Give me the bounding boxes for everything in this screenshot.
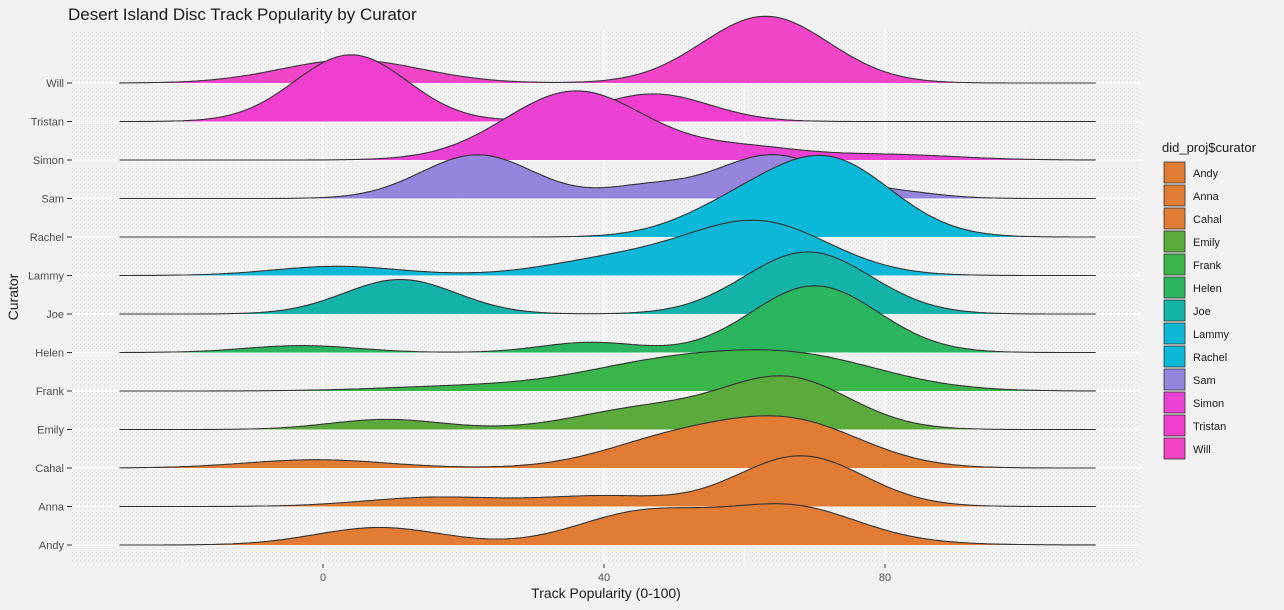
ridge-anna [119,455,1096,508]
legend-label: Joe [1193,306,1211,318]
y-tick-label: Rachel [30,232,64,244]
y-axis: Andy Anna Cahal Emily Frank Helen Joe Lammy Rach… [28,78,72,552]
legend-label: Helen [1193,283,1222,295]
ridge-outline [119,415,1096,469]
ridge-helen [119,285,1096,354]
ridge-lammy [119,219,1096,277]
ridge-outline [119,90,1096,161]
legend: did_proj$curator Andy Anna Cahal Emily Frank… [1162,140,1257,460]
y-tick-label: Andy [39,540,65,552]
legend-swatch [1163,322,1186,345]
legend-label: Simon [1193,398,1224,410]
legend-label: Anna [1193,191,1220,203]
ridge-simon [119,90,1096,161]
ridge-frank [119,349,1096,392]
ridge-fill [119,455,1096,507]
legend-swatch [1163,207,1186,230]
y-tick-label: Lammy [28,271,65,283]
legend-label: Sam [1193,375,1216,387]
ridge-outline [119,251,1096,315]
legend-swatch [1163,299,1186,322]
y-axis-title: Curator [5,273,21,320]
chart-title: Desert Island Disc Track Popularity by C… [68,5,417,24]
ridge-outline [119,219,1096,277]
legend-label: Will [1193,444,1211,456]
y-tick-label: Will [46,78,64,90]
ridge-outline [119,154,1096,238]
ridge-andy [119,503,1096,546]
ridge-outline [119,455,1096,508]
ridge-outline [119,285,1096,354]
ridge-outline [119,375,1096,431]
y-tick-label: Joe [46,309,64,321]
legend-swatch [1163,253,1186,276]
legend-title: did_proj$curator [1162,140,1257,155]
legend-swatch [1163,161,1186,184]
x-axis: 0 40 80 [320,564,891,584]
legend-label: Andy [1193,168,1219,180]
ridge-fill [119,220,1096,276]
legend-swatch [1163,184,1186,207]
y-tick-label: Frank [36,386,65,398]
legend-swatch [1163,437,1186,460]
ridges-group [119,15,1096,546]
x-tick-label: 0 [320,572,326,584]
ridge-emily [119,375,1096,431]
x-tick-label: 40 [598,572,610,584]
y-tick-label: Simon [33,155,64,167]
legend-swatch [1163,391,1186,414]
legend-swatch [1163,414,1186,437]
ridge-outline [119,503,1096,546]
ridge-outline [119,15,1096,84]
ridge-fill [119,155,1096,237]
legend-label: Emily [1193,237,1220,249]
legend-label: Tristan [1193,421,1226,433]
y-tick-label: Emily [37,425,64,437]
y-tick-label: Tristan [31,117,64,129]
legend-label: Lammy [1193,329,1230,341]
ridge-fill [119,375,1096,430]
ridge-fill [119,349,1096,391]
ridge-fill [119,503,1096,545]
legend-label: Cahal [1193,214,1222,226]
ridge-fill [119,415,1096,468]
legend-swatch [1163,368,1186,391]
ridge-cahal [119,415,1096,469]
y-tick-label: Cahal [35,463,64,475]
legend-swatch [1163,230,1186,253]
ridge-outline [119,154,1096,200]
ridge-fill [119,54,1096,122]
legend-swatch [1163,276,1186,299]
x-axis-title: Track Popularity (0-100) [531,585,681,601]
ridge-fill [119,285,1096,353]
legend-swatch [1163,345,1186,368]
y-tick-label: Sam [41,194,64,206]
y-tick-label: Helen [35,348,64,360]
legend-label: Rachel [1193,352,1227,364]
y-tick-label: Anna [38,502,65,514]
ridge-rachel [119,154,1096,238]
ridge-fill [119,90,1096,160]
legend-label: Frank [1193,260,1222,272]
x-tick-label: 80 [879,572,891,584]
ridge-outline [119,349,1096,392]
